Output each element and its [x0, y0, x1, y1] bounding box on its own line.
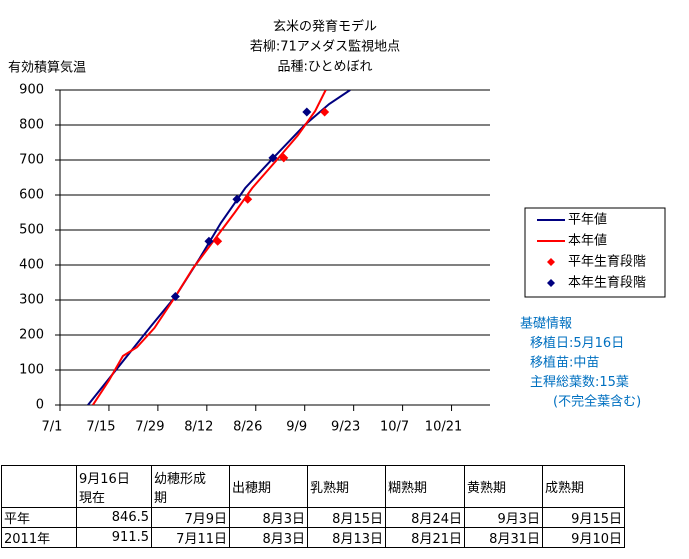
stage-point — [320, 107, 330, 117]
table-cell: 出穂期 — [229, 465, 308, 508]
table-cell: 9月10日 — [542, 527, 625, 548]
table-cell: 2011年 — [1, 527, 77, 548]
legend-label: 平年値 — [568, 212, 607, 228]
legend-swatch — [547, 258, 555, 266]
table-cell: 黄熟期 — [464, 465, 543, 508]
table-cell: 糊熟期 — [385, 465, 465, 508]
table-cell: 幼穂形成 期 — [151, 465, 230, 508]
table-cell: 7月11日 — [151, 527, 230, 548]
y-tick-label: 0 — [36, 398, 44, 413]
info-text: 移植日:5月16日 — [530, 336, 624, 351]
series-line — [87, 90, 351, 405]
info-text: 移植苗:中苗 — [530, 356, 599, 371]
table-cell: 9月15日 — [542, 507, 625, 528]
chart-title: 若柳:71アメダス監視地点 — [250, 39, 400, 55]
table-cell: 9月16日 現在 — [76, 465, 152, 508]
stage-point — [232, 194, 242, 204]
x-tick-label: 10/21 — [425, 420, 462, 435]
chart-title: 玄米の発育モデル — [273, 19, 377, 35]
legend-label: 本年値 — [568, 233, 607, 249]
table-cell: 8月15日 — [307, 507, 386, 528]
stage-point — [213, 236, 223, 246]
table-cell: 8月13日 — [307, 527, 386, 548]
y-tick-label: 200 — [19, 328, 44, 343]
x-tick-label: 9/9 — [286, 420, 307, 435]
stage-point — [243, 194, 253, 204]
x-tick-label: 8/26 — [233, 420, 262, 435]
table-cell: 8月21日 — [385, 527, 465, 548]
table-cell: 成熟期 — [542, 465, 625, 508]
stage-point — [302, 107, 312, 117]
y-axis-title: 有効積算気温 — [8, 60, 86, 76]
data-table: 9月16日 現在 幼穂形成 期出穂期 乳熟期 糊熟期 黄熟期 成熟期 平年 846.5 7月9日… — [1, 465, 625, 548]
table-cell: 8月24日 — [385, 507, 465, 528]
series-line — [92, 90, 327, 405]
table-cell: 8月3日 — [229, 507, 308, 528]
table-cell: 8月3日 — [229, 527, 308, 548]
y-tick-label: 500 — [19, 223, 44, 238]
stage-point — [279, 153, 289, 163]
x-tick-label: 10/7 — [380, 420, 409, 435]
y-tick-label: 700 — [19, 153, 44, 168]
info-text: (不完全葉含む) — [553, 394, 641, 410]
y-tick-label: 100 — [19, 363, 44, 378]
stage-point — [170, 292, 180, 301]
table-cell: 平年 — [1, 507, 77, 528]
table-cell: 911.5 — [76, 527, 152, 548]
table-cell: 乳熟期 — [307, 465, 386, 508]
info-text: 基礎情報 — [520, 317, 572, 332]
table-row: 2011年 911.5 7月11日 8月3日 8月13日 8月21日 8月31日 9月10日 — [1, 527, 625, 548]
table-header: 9月16日 現在 幼穂形成 期出穂期 乳熟期 糊熟期 黄熟期 成熟期 — [1, 465, 625, 508]
y-tick-label: 300 — [19, 293, 44, 308]
y-tick-label: 800 — [19, 118, 44, 133]
x-tick-label: 9/23 — [331, 420, 360, 435]
x-tick-label: 7/15 — [86, 420, 115, 435]
table-row: 平年 846.5 7月9日 8月3日 8月15日 8月24日 9月3日 9月15日 — [1, 507, 625, 528]
legend-swatch — [547, 279, 555, 287]
table-cell: 7月9日 — [151, 507, 230, 528]
table-cell: 9月3日 — [464, 507, 543, 528]
y-tick-label: 600 — [19, 188, 44, 203]
x-tick-label: 8/12 — [184, 420, 213, 435]
y-tick-label: 400 — [19, 258, 44, 273]
table-cell: 846.5 — [76, 507, 152, 528]
chart-title: 品種:ひとめぼれ — [278, 59, 373, 75]
stage-point — [204, 236, 214, 246]
y-tick-label: 900 — [19, 83, 44, 98]
stage-point — [268, 153, 278, 163]
x-tick-label: 7/29 — [135, 420, 164, 435]
legend-label: 本年生育段階 — [568, 275, 646, 291]
x-tick-label: 7/1 — [42, 420, 63, 435]
table-cell: 8月31日 — [464, 527, 543, 548]
table-cell — [1, 465, 77, 508]
info-text: 主稈総葉数:15葉 — [530, 375, 629, 390]
legend-label: 平年生育段階 — [568, 254, 646, 270]
